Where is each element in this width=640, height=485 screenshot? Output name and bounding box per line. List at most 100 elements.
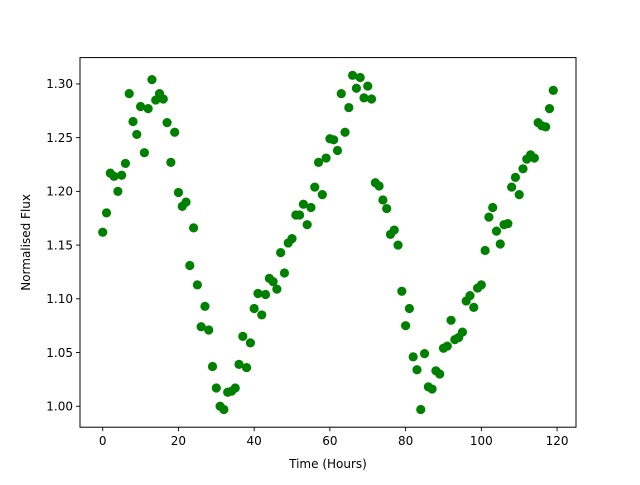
y-axis-label: Normalised Flux [19, 194, 33, 291]
data-point [503, 218, 513, 229]
data-point [109, 171, 119, 181]
data-point [317, 189, 327, 200]
data-point [268, 277, 278, 287]
data-point [412, 365, 422, 375]
data-point [518, 164, 528, 174]
data-point [272, 284, 282, 294]
data-point [238, 331, 248, 342]
data-point [101, 208, 112, 218]
data-point [200, 301, 210, 311]
x-tick-label: 80 [398, 434, 413, 448]
data-point [249, 303, 259, 314]
data-point [544, 104, 555, 114]
y-tick-label: 1.10 [46, 292, 73, 306]
data-point [389, 225, 399, 235]
data-point [128, 116, 138, 127]
data-point [188, 223, 199, 233]
data-point [192, 280, 202, 290]
data-point [408, 352, 418, 362]
data-point [351, 83, 361, 93]
data-point [336, 88, 346, 99]
data-point [306, 202, 316, 213]
data-point [480, 245, 490, 256]
data-point [279, 268, 290, 278]
data-point [276, 248, 286, 258]
data-point [404, 303, 415, 314]
data-point [135, 101, 146, 112]
data-point [340, 127, 350, 137]
data-point [541, 122, 551, 132]
data-point [181, 197, 191, 207]
data-point [548, 85, 558, 95]
data-point [442, 341, 452, 351]
data-point [253, 288, 263, 299]
data-point [310, 182, 320, 192]
data-point [355, 72, 365, 83]
x-axis-label: Time (Hours) [288, 457, 367, 471]
data-point [495, 239, 505, 249]
data-point [363, 81, 373, 91]
data-point [382, 203, 392, 214]
data-point [162, 118, 172, 128]
data-point [529, 153, 539, 163]
data-point [457, 327, 468, 337]
data-point [113, 186, 123, 196]
data-point [124, 88, 134, 99]
data-point [332, 145, 343, 156]
data-point [219, 404, 229, 415]
data-point [143, 104, 153, 114]
data-point [295, 210, 305, 220]
data-point [207, 361, 218, 372]
data-point [158, 94, 168, 104]
data-point [514, 189, 524, 200]
data-point [302, 220, 312, 230]
data-point [401, 321, 411, 331]
data-point [260, 289, 271, 300]
data-point [374, 181, 384, 191]
data-point [476, 280, 486, 290]
data-point [488, 202, 498, 213]
y-tick-label: 1.00 [46, 400, 73, 414]
data-point [287, 234, 297, 244]
data-point [166, 157, 176, 167]
data-point [241, 362, 252, 373]
data-point [446, 315, 456, 325]
data-point [245, 338, 255, 348]
data-point [348, 70, 358, 80]
x-tick-label: 100 [470, 434, 493, 448]
x-tick-label: 60 [322, 434, 337, 448]
x-tick-label: 0 [99, 434, 107, 448]
data-point [257, 310, 267, 320]
x-tick-label: 20 [171, 434, 186, 448]
data-point [469, 302, 479, 313]
data-points [98, 70, 558, 415]
x-tick-label: 120 [546, 434, 569, 448]
data-point [321, 153, 331, 163]
data-point [359, 93, 369, 103]
data-point [329, 135, 339, 145]
data-point [510, 172, 521, 182]
data-point [393, 240, 403, 250]
data-point [173, 187, 184, 198]
data-point [147, 75, 157, 85]
data-point [344, 102, 354, 113]
y-tick-label: 1.25 [46, 131, 73, 145]
data-point [465, 290, 475, 301]
data-point [98, 227, 108, 237]
data-point [230, 383, 240, 393]
data-point [139, 148, 149, 158]
data-point [117, 170, 127, 180]
y-tick-label: 1.20 [46, 185, 73, 199]
plot-frame [79, 57, 577, 428]
data-point [507, 182, 517, 192]
data-point [132, 129, 142, 140]
data-point [416, 404, 426, 415]
data-point [170, 127, 180, 137]
data-point [378, 195, 388, 205]
data-point [313, 157, 324, 167]
data-point [397, 286, 407, 296]
data-point [427, 384, 437, 394]
